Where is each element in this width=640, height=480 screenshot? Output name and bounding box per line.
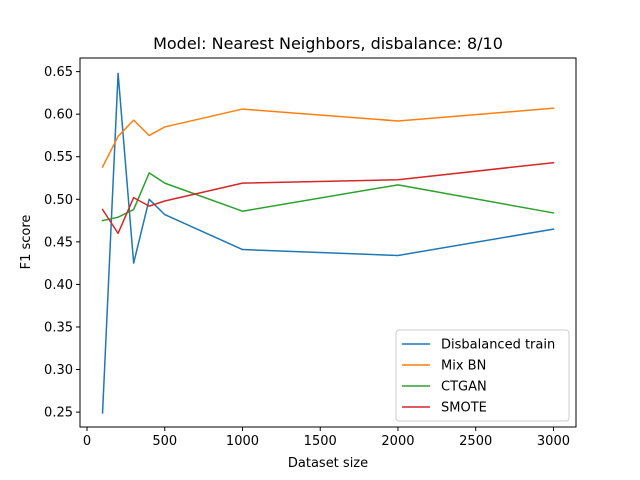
x-axis: 0 500 1000 1500 2000 2500 3000 bbox=[83, 427, 570, 449]
legend-label-4: SMOTE bbox=[441, 401, 487, 416]
chart-title: Model: Nearest Neighbors, disbalance: 8/… bbox=[153, 34, 503, 53]
legend-box bbox=[395, 329, 570, 422]
y-axis-title: F1 score bbox=[19, 215, 34, 270]
x-axis-title: Dataset size bbox=[288, 456, 368, 471]
series-layer bbox=[101, 72, 555, 414]
series-line-1 bbox=[101, 72, 555, 414]
y-tick-label: 0.45 bbox=[44, 235, 73, 250]
x-tick-label: 3000 bbox=[537, 434, 570, 449]
y-tick-label: 0.65 bbox=[44, 65, 73, 80]
y-axis: 0.25 0.30 0.35 0.40 0.45 0.50 0.55 0.60 0.65 bbox=[44, 65, 80, 421]
y-tick-label: 0.50 bbox=[44, 193, 73, 208]
y-tick-label: 0.60 bbox=[44, 108, 73, 123]
legend: Disbalanced train Mix BN CTGAN SMOTE bbox=[395, 329, 570, 422]
x-tick-label: 500 bbox=[152, 434, 177, 449]
x-tick-label: 1500 bbox=[304, 434, 337, 449]
x-tick-label: 0 bbox=[83, 434, 91, 449]
series-line-3 bbox=[101, 172, 555, 222]
y-tick-label: 0.30 bbox=[44, 363, 73, 378]
y-tick-label: 0.55 bbox=[44, 150, 73, 165]
y-tick-label: 0.25 bbox=[44, 406, 73, 421]
x-tick-label: 2000 bbox=[381, 434, 414, 449]
series-line-2 bbox=[101, 107, 555, 168]
x-tick-label: 2500 bbox=[459, 434, 492, 449]
legend-label-1: Disbalanced train bbox=[441, 338, 555, 353]
y-tick-label: 0.35 bbox=[44, 320, 73, 335]
legend-label-3: CTGAN bbox=[441, 380, 487, 395]
plot-frame bbox=[79, 57, 577, 428]
x-tick-label: 1000 bbox=[226, 434, 259, 449]
series-line-4 bbox=[101, 161, 555, 235]
y-tick-label: 0.40 bbox=[44, 278, 73, 293]
legend-label-2: Mix BN bbox=[441, 359, 486, 374]
